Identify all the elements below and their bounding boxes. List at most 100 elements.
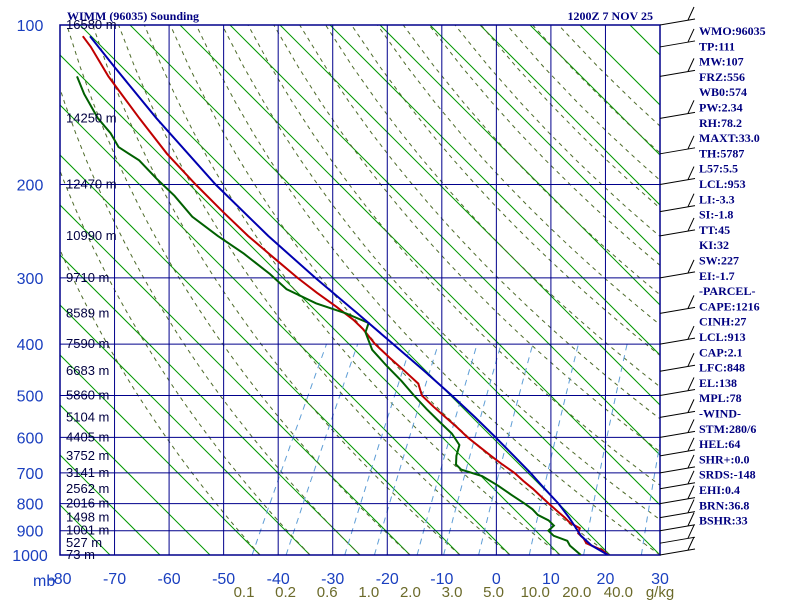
wind-barb-feather — [688, 58, 694, 71]
wind-barb-feather — [688, 438, 694, 451]
wind-barbs — [660, 7, 695, 555]
wind-barb-staff — [660, 512, 695, 518]
wind-barb-staff — [660, 338, 695, 344]
chart-datetime: 1200Z 7 NOV 25 — [568, 9, 653, 23]
wind-barb-staff — [660, 525, 695, 531]
stat-line: EL:138 — [699, 376, 737, 390]
dry-adiabat-lines — [0, 25, 800, 555]
wind-barb-feather — [688, 295, 694, 308]
wind-barb-feather — [688, 136, 694, 149]
wind-barb-feather — [688, 7, 694, 20]
height-label: 10990 m — [66, 228, 117, 243]
stat-line: EI:-1.7 — [699, 269, 735, 283]
stat-line: SI:-1.8 — [699, 208, 733, 222]
stat-line: BRN:36.8 — [699, 498, 749, 512]
stat-line: MAXT:33.0 — [699, 131, 760, 145]
stat-line: CAPE:1216 — [699, 299, 760, 313]
chart-title: WIMM (96035) Sounding — [67, 9, 199, 23]
wind-barb-feather — [688, 167, 694, 180]
stat-line: STM:280/6 — [699, 422, 756, 436]
wind-barb-staff — [660, 148, 695, 154]
stat-line: HEL:64 — [699, 437, 740, 451]
mixing-ratio-label: 0.1 — [234, 584, 255, 600]
wind-barb-staff — [660, 41, 695, 47]
mixing-ratio-line — [417, 344, 477, 555]
height-label: 4405 m — [66, 429, 109, 444]
stat-line: SHR+:0.0 — [699, 452, 750, 466]
height-label: 8589 m — [66, 305, 109, 320]
stat-line: SRDS:-148 — [699, 468, 756, 482]
wind-barb-staff — [660, 112, 695, 118]
wind-barb-staff — [660, 19, 695, 25]
wind-barb-staff — [660, 537, 695, 543]
dry-adiabat-line — [93, 25, 460, 555]
wind-barb-staff — [660, 230, 695, 236]
mixing-ratio-label: 20.0 — [562, 584, 591, 600]
pressure-tick-label: 200 — [17, 178, 44, 195]
height-label: 6683 m — [66, 363, 109, 378]
stat-line: RH:78.2 — [699, 116, 742, 130]
pressure-tick-label: 700 — [17, 466, 44, 483]
mixing-ratio-label: 2.0 — [400, 584, 421, 600]
stat-line: -PARCEL- — [699, 284, 755, 298]
stat-line: WB0:574 — [699, 85, 747, 99]
wind-barb-staff — [660, 206, 695, 212]
stat-line: KI:32 — [699, 238, 729, 252]
mixing-ratio-label: 10.0 — [521, 584, 550, 600]
stat-line: CAP:2.1 — [699, 345, 743, 359]
stat-line: CINH:27 — [699, 315, 746, 329]
height-label: 2562 m — [66, 481, 109, 496]
sounding-series-line — [90, 36, 608, 555]
wind-barb-feather — [688, 353, 694, 366]
wind-barb-staff — [660, 307, 695, 313]
wind-barb-feather — [688, 377, 694, 390]
wind-barb-feather — [688, 218, 694, 231]
stat-line: L57:5.5 — [699, 162, 738, 176]
height-label: 3752 m — [66, 448, 109, 463]
height-label: 12470 m — [66, 177, 117, 192]
dry-adiabat-line — [533, 25, 800, 555]
pressure-tick-label: 100 — [17, 18, 44, 35]
wind-barb-staff — [660, 411, 695, 417]
stat-line: MW:107 — [699, 55, 744, 69]
pressure-tick-label: 400 — [17, 337, 44, 354]
wind-barb-feather — [688, 419, 694, 432]
mixing-ratio-line — [286, 344, 358, 555]
stat-line: WMO:96035 — [699, 24, 766, 38]
pressure-tick-label: 300 — [17, 271, 44, 288]
mixing-ratio-line — [479, 344, 533, 555]
stat-line: SW:227 — [699, 254, 739, 268]
pressure-tick-label: 1000 — [12, 548, 48, 565]
mixing-ratio-label: 1.0 — [358, 584, 379, 600]
stat-line: MPL:78 — [699, 391, 742, 405]
wind-barb-feather — [688, 486, 694, 499]
wind-barb-feather — [688, 537, 694, 550]
isotherm-line — [0, 0, 10, 555]
height-label: 14250 m — [66, 110, 117, 125]
wind-barb-staff — [660, 450, 695, 456]
wind-barb-feather — [688, 100, 694, 113]
wind-barb-feather — [688, 525, 694, 538]
mixing-ratio-lines — [252, 344, 679, 555]
wind-barb-feather — [688, 260, 694, 273]
stat-line: EHI:0.4 — [699, 483, 740, 497]
dry-adiabat-line — [248, 25, 760, 555]
height-label: 5104 m — [66, 409, 109, 424]
wind-barb-feather — [688, 471, 694, 484]
mixing-ratio-label: 3.0 — [442, 584, 463, 600]
pressure-tick-label: 800 — [17, 497, 44, 514]
isotherm-line — [760, 0, 800, 555]
wind-barb-staff — [660, 467, 695, 473]
dry-adiabat-line — [144, 25, 560, 555]
wind-barb-staff — [660, 70, 695, 76]
wind-barb-feather — [688, 500, 694, 513]
wind-barb-feather — [688, 29, 694, 42]
mixing-ratio-label: 0.6 — [317, 584, 338, 600]
wind-barb-staff — [660, 483, 695, 489]
wind-barb-staff — [660, 179, 695, 185]
wind-barb-staff — [660, 431, 695, 437]
height-label: 3141 m — [66, 465, 109, 480]
stat-line: LCL:953 — [699, 177, 746, 191]
wind-barb-feather — [688, 513, 694, 526]
